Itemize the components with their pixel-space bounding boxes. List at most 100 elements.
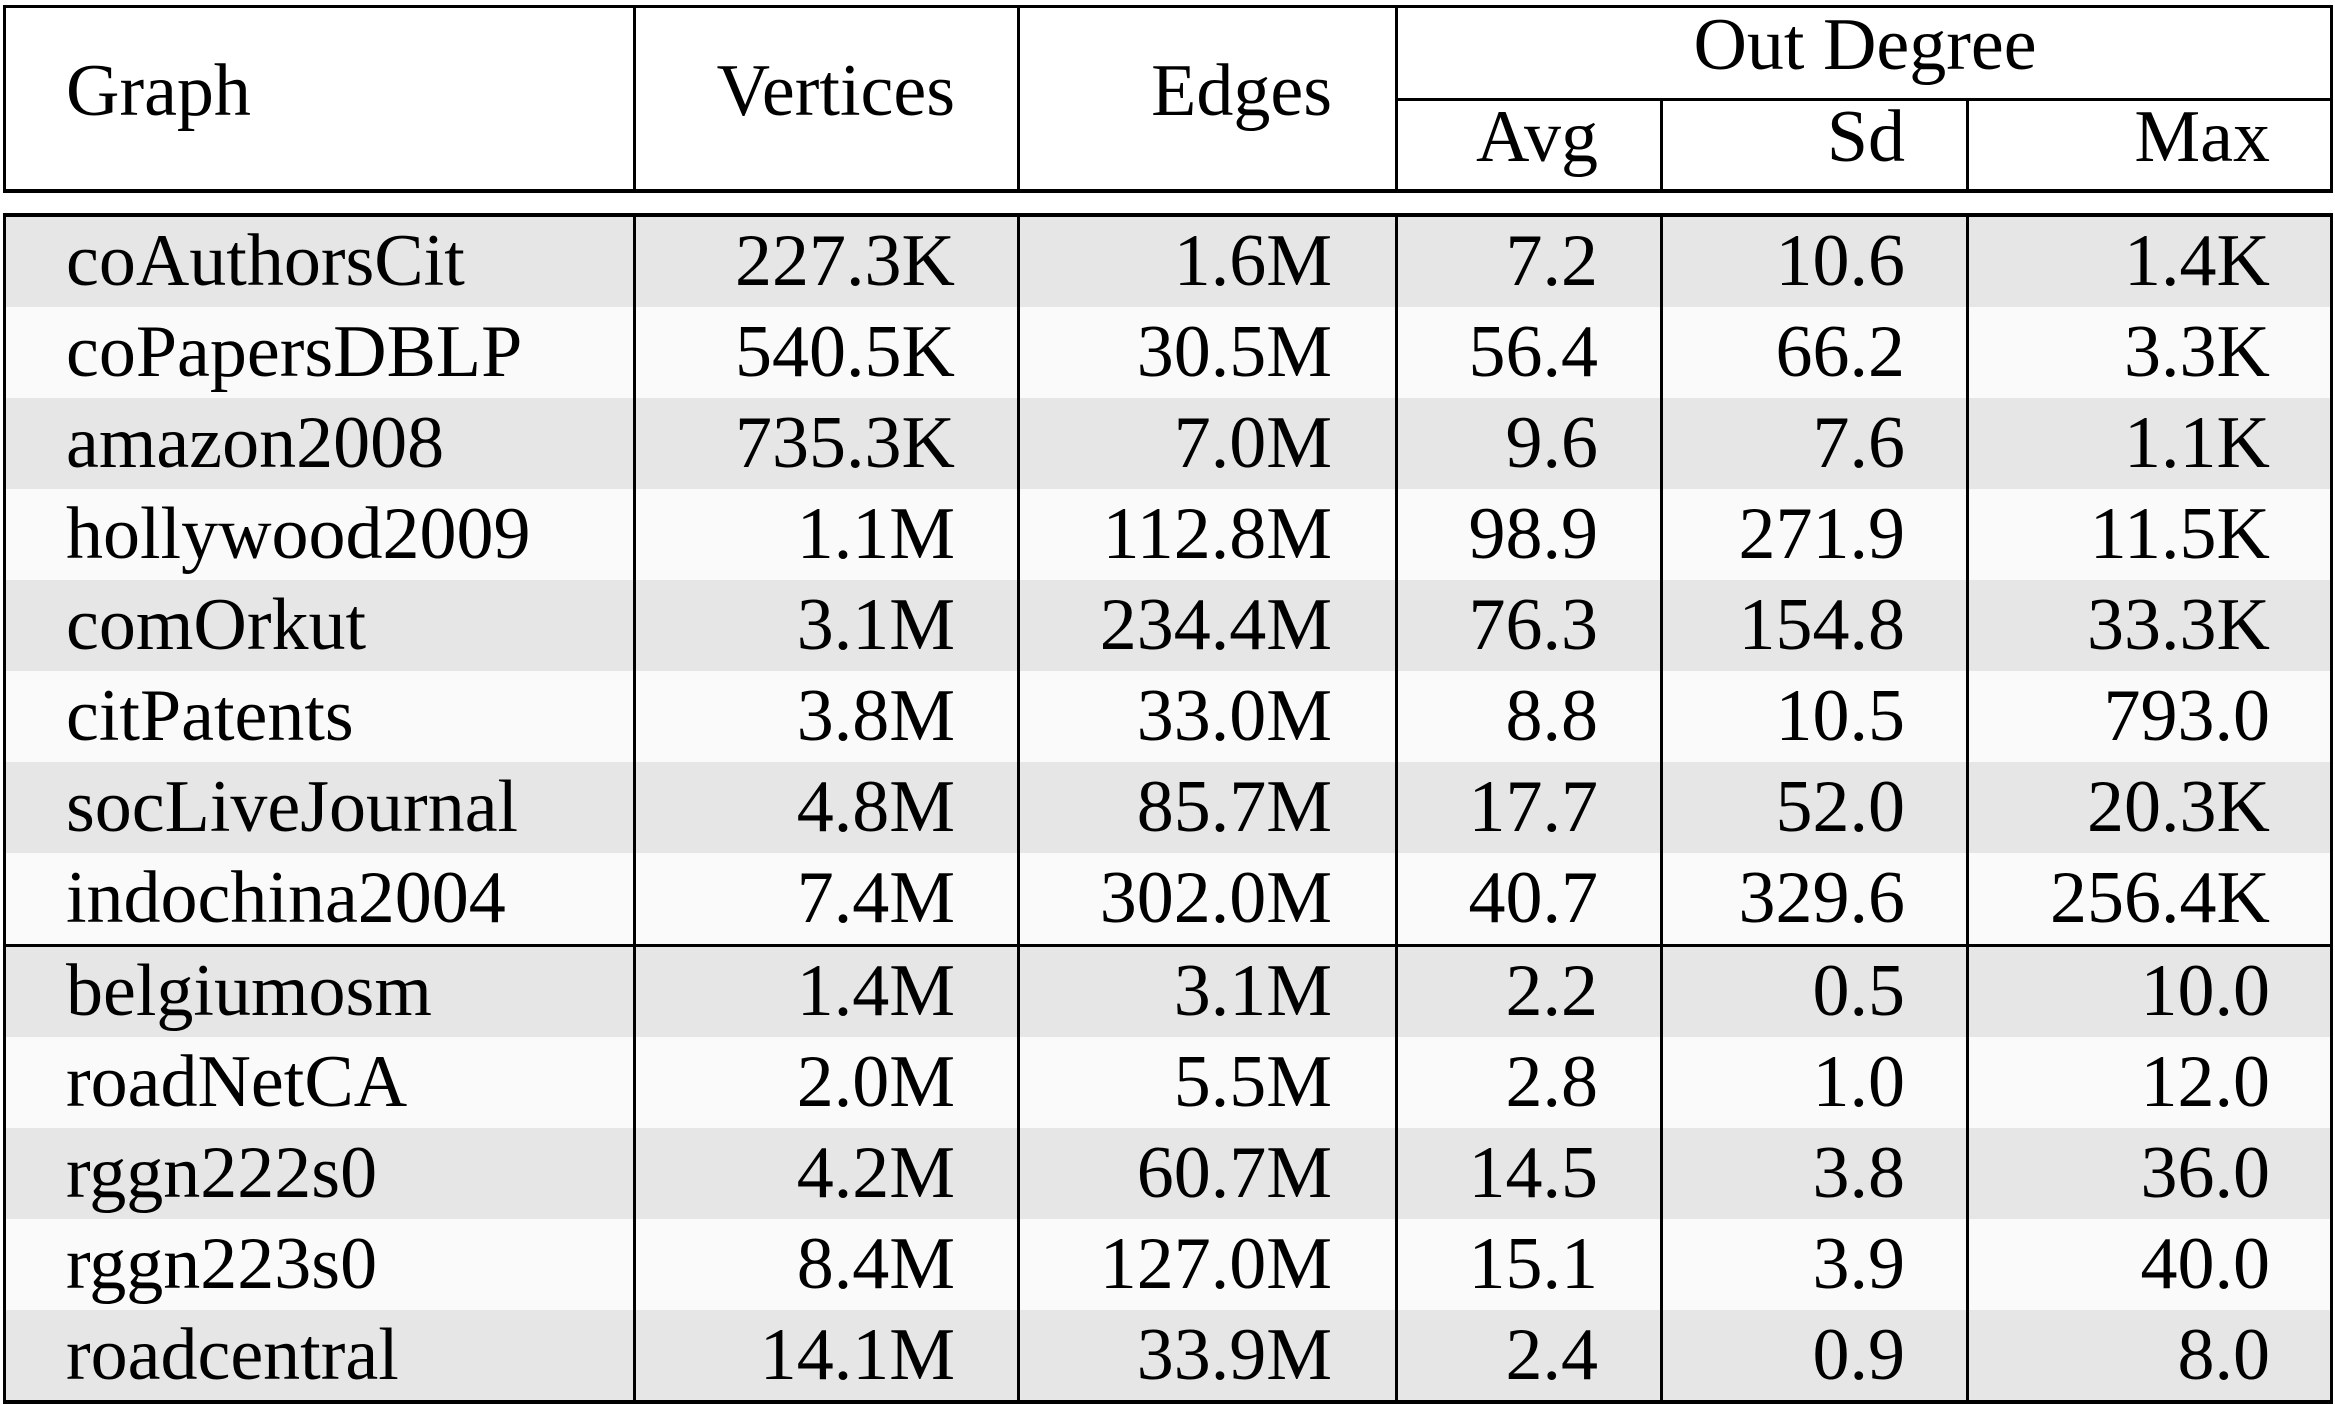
header-out-degree: Out Degree <box>1693 4 2037 86</box>
cell-max: 20.3K <box>2087 766 2270 848</box>
header-col-rule-0 <box>633 5 636 193</box>
cell-edges: 234.4M <box>1099 584 1332 666</box>
cell-sd: 329.6 <box>1738 857 1906 939</box>
header-col-rule-2 <box>1395 5 1398 193</box>
cell-sd: 3.8 <box>1812 1132 1906 1214</box>
cell-max: 10.0 <box>2140 950 2271 1032</box>
cell-vertices: 14.1M <box>759 1314 955 1396</box>
cell-edges: 3.1M <box>1173 950 1332 1032</box>
cell-max: 12.0 <box>2140 1041 2271 1123</box>
cell-graph: rggn223s0 <box>66 1223 378 1305</box>
cell-avg: 2.8 <box>1505 1041 1599 1123</box>
cell-graph: belgiumosm <box>66 950 432 1032</box>
cell-sd: 10.6 <box>1775 220 1906 302</box>
cell-avg: 2.2 <box>1505 950 1599 1032</box>
cell-edges: 7.0M <box>1173 402 1332 484</box>
cell-avg: 9.6 <box>1505 402 1599 484</box>
cell-graph: roadcentral <box>66 1314 399 1396</box>
cell-edges: 85.7M <box>1136 766 1332 848</box>
cell-vertices: 4.2M <box>796 1132 955 1214</box>
body-right-rule <box>2330 213 2333 1404</box>
cell-max: 40.0 <box>2140 1223 2271 1305</box>
cell-graph: comOrkut <box>66 584 367 666</box>
group-separator-rule <box>3 944 2333 947</box>
header-avg: Avg <box>1476 96 1598 178</box>
out-degree-underline <box>1395 98 2330 101</box>
cell-max: 793.0 <box>2103 675 2271 757</box>
body-col-rule-4 <box>1966 213 1969 1404</box>
header-col-rule-1 <box>1017 5 1020 193</box>
cell-vertices: 227.3K <box>735 220 955 302</box>
cell-edges: 112.8M <box>1102 493 1332 575</box>
cell-vertices: 540.5K <box>735 311 955 393</box>
cell-sd: 7.6 <box>1812 402 1906 484</box>
cell-vertices: 1.1M <box>796 493 955 575</box>
cell-sd: 0.9 <box>1812 1314 1906 1396</box>
cell-sd: 271.9 <box>1738 493 1906 575</box>
header-sd: Sd <box>1826 96 1905 178</box>
cell-max: 33.3K <box>2087 584 2270 666</box>
cell-max: 11.5K <box>2089 493 2270 575</box>
body-col-rule-2 <box>1395 213 1398 1404</box>
table-row <box>5 1219 2330 1310</box>
cell-graph: amazon2008 <box>66 402 445 484</box>
cell-edges: 60.7M <box>1136 1132 1332 1214</box>
table-row <box>5 1128 2330 1219</box>
header-left-rule <box>3 5 6 193</box>
cell-graph: roadNetCA <box>66 1041 408 1123</box>
cell-edges: 30.5M <box>1136 311 1332 393</box>
body-col-rule-1 <box>1017 213 1020 1404</box>
cell-max: 1.1K <box>2124 402 2270 484</box>
cell-graph: rggn222s0 <box>66 1132 378 1214</box>
cell-edges: 302.0M <box>1099 857 1332 939</box>
table-row <box>5 1310 2330 1401</box>
header-right-rule <box>2330 5 2333 193</box>
cell-avg: 14.5 <box>1468 1132 1599 1214</box>
cell-graph: citPatents <box>66 675 354 757</box>
cell-sd: 1.0 <box>1812 1041 1906 1123</box>
cell-max: 1.4K <box>2124 220 2270 302</box>
cell-avg: 76.3 <box>1468 584 1599 666</box>
body-bottom-rule <box>3 1400 2333 1404</box>
cell-sd: 52.0 <box>1775 766 1906 848</box>
cell-vertices: 3.8M <box>796 675 955 757</box>
table-row <box>5 853 2330 944</box>
cell-sd: 66.2 <box>1775 311 1906 393</box>
header-vertices: Vertices <box>716 50 955 132</box>
table-row <box>5 946 2330 1037</box>
cell-max: 3.3K <box>2124 311 2270 393</box>
cell-graph: hollywood2009 <box>66 493 531 575</box>
table-row <box>5 671 2330 762</box>
header-top-rule <box>3 5 2333 8</box>
cell-vertices: 1.4M <box>796 950 955 1032</box>
cell-avg: 56.4 <box>1468 311 1599 393</box>
table-row <box>5 1037 2330 1128</box>
cell-vertices: 8.4M <box>796 1223 955 1305</box>
body-col-rule-3 <box>1660 213 1663 1404</box>
cell-vertices: 3.1M <box>796 584 955 666</box>
cell-avg: 7.2 <box>1505 220 1599 302</box>
cell-edges: 127.0M <box>1099 1223 1332 1305</box>
cell-edges: 1.6M <box>1173 220 1332 302</box>
table-row <box>5 762 2330 853</box>
cell-graph: coPapersDBLP <box>66 311 523 393</box>
cell-avg: 98.9 <box>1468 493 1599 575</box>
header-bottom-rule <box>3 189 2333 193</box>
body-left-rule <box>3 213 6 1404</box>
cell-avg: 17.7 <box>1468 766 1599 848</box>
header-sub-rule-1 <box>1966 98 1969 193</box>
cell-vertices: 4.8M <box>796 766 955 848</box>
cell-sd: 10.5 <box>1775 675 1906 757</box>
cell-max: 256.4K <box>2050 857 2270 939</box>
table-row <box>5 489 2330 580</box>
body-col-rule-0 <box>633 213 636 1404</box>
cell-edges: 33.9M <box>1136 1314 1332 1396</box>
cell-graph: coAuthorsCit <box>66 220 465 302</box>
cell-graph: indochina2004 <box>66 857 506 939</box>
table-row <box>5 307 2330 398</box>
cell-max: 8.0 <box>2177 1314 2271 1396</box>
header-edges: Edges <box>1151 50 1332 132</box>
cell-edges: 33.0M <box>1136 675 1332 757</box>
cell-vertices: 735.3K <box>735 402 955 484</box>
